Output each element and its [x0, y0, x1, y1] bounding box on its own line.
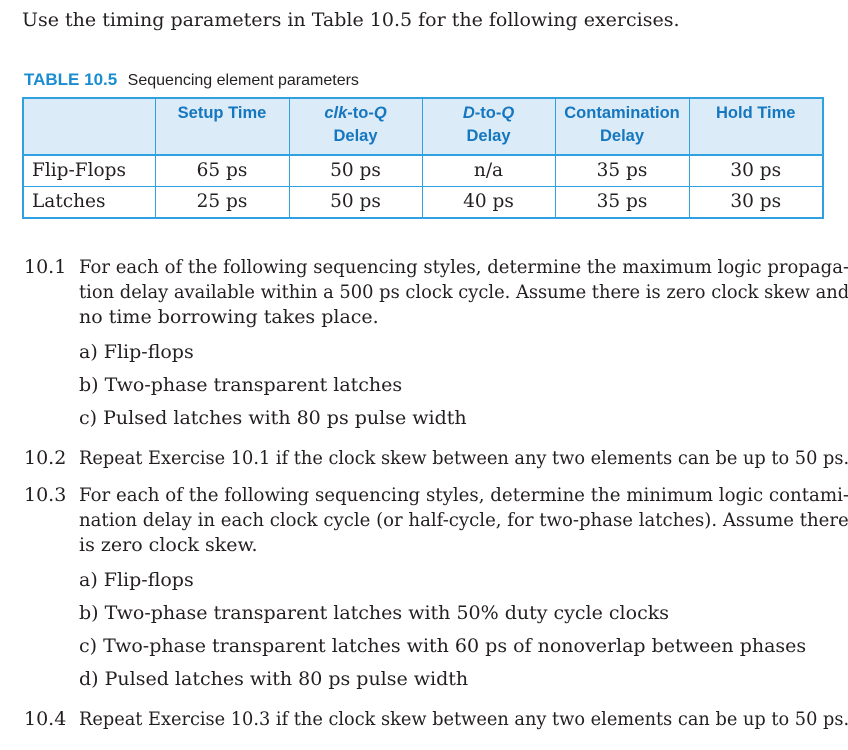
exercise-text: For each of the following sequencing sty…	[79, 256, 848, 328]
header-hold-time: Hold Time	[688, 98, 823, 156]
table-row-latches: Latches 25 ps 50 ps 40 ps 35 ps 30 ps	[23, 186, 823, 218]
intro-text: Use the timing parameters in Table 10.5 …	[22, 9, 680, 31]
exercise-number: 10.3	[24, 484, 67, 506]
header-cell-empty	[23, 98, 155, 156]
exercise-item: b) Two-phase transparent latches with 50…	[79, 602, 669, 624]
header-clk-to-q-delay: clk-to-Q Delay	[288, 98, 422, 156]
exercise-number: 10.1	[24, 256, 67, 278]
table-header-row: Setup Time clk-to-Q Delay D-to-Q Delay Con…	[23, 98, 823, 156]
exercise-number: 10.2	[24, 447, 67, 469]
exercise-item: d) Pulsed latches with 80 ps pulse width	[79, 668, 469, 690]
exercise-item: b) Two-phase transparent latches	[79, 374, 403, 396]
exercise-item: c) Pulsed latches with 80 ps pulse width	[79, 407, 467, 429]
cell-d-to-q: 40 ps	[421, 186, 555, 218]
exercise-text: Repeat Exercise 10.3 if the clock skew b…	[79, 708, 848, 730]
table-caption: TABLE 10.5 Sequencing element parameters	[24, 70, 359, 90]
cell-clk-to-q: 50 ps	[288, 155, 422, 187]
exercise-item: a) Flip-flops	[79, 341, 194, 363]
table-caption-text: Sequencing element parameters	[127, 72, 359, 89]
cell-d-to-q: n/a	[421, 155, 555, 187]
exercise-text: For each of the following sequencing sty…	[79, 484, 848, 556]
exercise-item: a) Flip-flops	[79, 569, 194, 591]
row-label: Flip-Flops	[23, 155, 155, 187]
cell-setup-time: 25 ps	[154, 186, 289, 218]
table-number: TABLE 10.5	[24, 70, 118, 89]
exercise-text: Repeat Exercise 10.1 if the clock skew b…	[79, 447, 848, 469]
cell-hold-time: 30 ps	[688, 186, 823, 218]
row-label: Latches	[32, 191, 106, 212]
exercise-item: c) Two-phase transparent latches with 60…	[79, 635, 807, 657]
header-setup-time: Setup Time	[154, 98, 289, 156]
cell-setup-time: 65 ps	[154, 155, 289, 187]
table-row-flip-flops: Flip-Flops 65 ps 50 ps n/a 35 ps 30 ps	[23, 155, 823, 187]
cell-hold-time: 30 ps	[688, 155, 823, 187]
exercise-number: 10.4	[24, 708, 67, 730]
cell-contamination: 35 ps	[554, 155, 689, 187]
cell-contamination: 35 ps	[554, 186, 689, 218]
parameters-table: Setup Time clk-to-Q Delay D-to-Q Delay Con…	[22, 97, 824, 219]
header-contamination-delay: Contamination Delay	[554, 98, 689, 156]
header-d-to-q-delay: D-to-Q Delay	[421, 98, 555, 156]
cell-clk-to-q: 50 ps	[288, 186, 422, 218]
